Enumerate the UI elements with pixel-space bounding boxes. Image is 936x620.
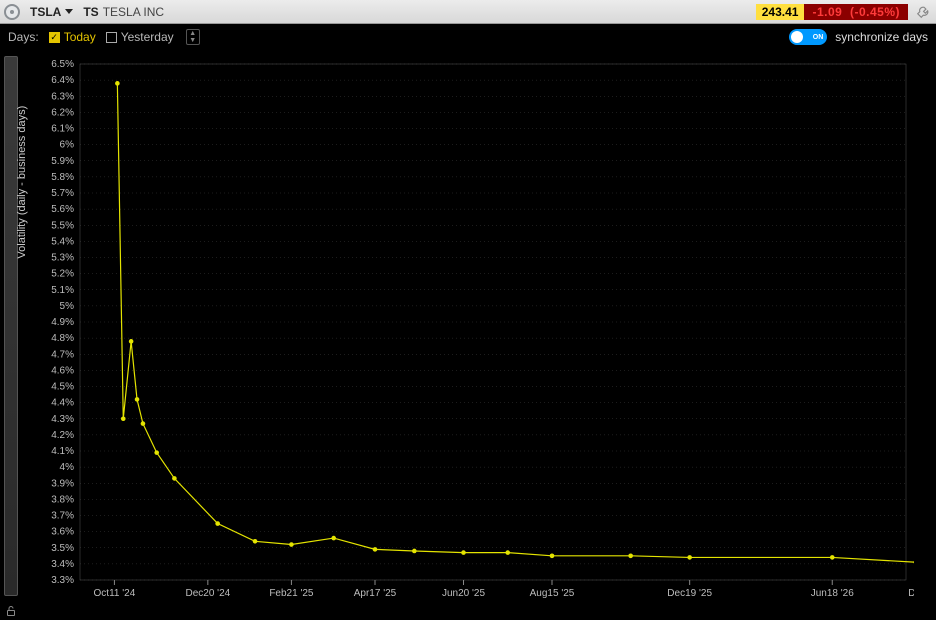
header-bar: TSLA TS TESLA INC 243.41 -1.09 (-0.45%) bbox=[0, 0, 936, 24]
svg-text:Jun20 '25: Jun20 '25 bbox=[442, 588, 485, 599]
today-label: Today bbox=[64, 30, 96, 44]
svg-text:6%: 6% bbox=[60, 140, 75, 151]
company-name: TESLA INC bbox=[103, 5, 164, 19]
svg-text:5%: 5% bbox=[60, 301, 75, 312]
sync-toggle[interactable]: ON bbox=[789, 29, 827, 45]
svg-text:5.3%: 5.3% bbox=[51, 253, 74, 264]
svg-text:Apr17 '25: Apr17 '25 bbox=[354, 588, 397, 599]
price-change: -1.09 (-0.45%) bbox=[804, 4, 908, 20]
price-value: 243.41 bbox=[756, 4, 805, 20]
svg-text:5.8%: 5.8% bbox=[51, 172, 74, 183]
main-area: Volatility (daily - business days) 3.3%3… bbox=[0, 50, 936, 620]
svg-text:4.1%: 4.1% bbox=[51, 446, 74, 457]
svg-text:Oct11 '24: Oct11 '24 bbox=[94, 588, 136, 599]
options-bar: Days: Today Yesterday ▲ ▼ ON synchronize… bbox=[0, 24, 936, 50]
svg-text:5.7%: 5.7% bbox=[51, 188, 74, 199]
svg-text:Feb21 '25: Feb21 '25 bbox=[269, 588, 314, 599]
svg-text:4.3%: 4.3% bbox=[51, 414, 74, 425]
svg-text:Dec20 '24: Dec20 '24 bbox=[185, 588, 230, 599]
svg-text:5.4%: 5.4% bbox=[51, 236, 74, 247]
svg-text:4.5%: 4.5% bbox=[51, 382, 74, 393]
checkbox-yesterday[interactable] bbox=[106, 32, 117, 43]
svg-text:3.8%: 3.8% bbox=[51, 494, 74, 505]
y-axis-label: Volatility (daily - business days) bbox=[16, 106, 28, 259]
svg-text:Dec18 '26: Dec18 '26 bbox=[908, 588, 914, 599]
svg-text:6.2%: 6.2% bbox=[51, 107, 74, 118]
settings-icon[interactable] bbox=[914, 3, 932, 21]
checkbox-today[interactable] bbox=[49, 32, 60, 43]
svg-text:4.2%: 4.2% bbox=[51, 430, 74, 441]
svg-text:5.1%: 5.1% bbox=[51, 285, 74, 296]
ts-badge: TS bbox=[83, 5, 98, 19]
toggle-on-label: ON bbox=[813, 34, 824, 41]
svg-text:Aug15 '25: Aug15 '25 bbox=[530, 588, 575, 599]
change-pct: (-0.45%) bbox=[850, 5, 900, 19]
days-spinner[interactable]: ▲ ▼ bbox=[186, 29, 200, 45]
chevron-down-icon bbox=[65, 9, 73, 14]
svg-text:5.6%: 5.6% bbox=[51, 204, 74, 215]
svg-text:6.4%: 6.4% bbox=[51, 75, 74, 86]
svg-text:5.5%: 5.5% bbox=[51, 220, 74, 231]
svg-text:3.9%: 3.9% bbox=[51, 478, 74, 489]
lock-icon[interactable] bbox=[0, 602, 22, 620]
svg-text:6.1%: 6.1% bbox=[51, 124, 74, 135]
svg-text:4%: 4% bbox=[60, 462, 75, 473]
svg-text:3.3%: 3.3% bbox=[51, 575, 74, 586]
svg-text:5.9%: 5.9% bbox=[51, 156, 74, 167]
option-today[interactable]: Today bbox=[49, 30, 96, 44]
svg-text:4.8%: 4.8% bbox=[51, 333, 74, 344]
change-abs: -1.09 bbox=[812, 5, 842, 19]
svg-text:4.7%: 4.7% bbox=[51, 349, 74, 360]
toggle-knob bbox=[791, 31, 803, 43]
svg-text:Dec19 '25: Dec19 '25 bbox=[667, 588, 712, 599]
chart-container: Volatility (daily - business days) 3.3%3… bbox=[22, 50, 936, 620]
yesterday-label: Yesterday bbox=[121, 30, 174, 44]
svg-text:4.4%: 4.4% bbox=[51, 398, 74, 409]
ticker-symbol: TSLA bbox=[30, 5, 61, 19]
spinner-down-icon[interactable]: ▼ bbox=[187, 37, 199, 44]
ticker-selector[interactable]: TSLA bbox=[24, 5, 79, 19]
days-label: Days: bbox=[8, 30, 39, 44]
svg-text:3.5%: 3.5% bbox=[51, 543, 74, 554]
svg-text:5.2%: 5.2% bbox=[51, 269, 74, 280]
sync-label: synchronize days bbox=[835, 30, 928, 44]
svg-text:6.3%: 6.3% bbox=[51, 91, 74, 102]
svg-text:4.6%: 4.6% bbox=[51, 365, 74, 376]
svg-text:3.7%: 3.7% bbox=[51, 511, 74, 522]
volatility-chart[interactable]: 3.3% 3.4% 3.5% 3.6% 3.7% 3.8% 3.9% 4% 4.1% 4.2% 4.… bbox=[22, 58, 914, 606]
spinner-up-icon[interactable]: ▲ bbox=[187, 30, 199, 37]
svg-text:4.9%: 4.9% bbox=[51, 317, 74, 328]
target-icon[interactable] bbox=[4, 4, 20, 20]
svg-text:Jun18 '26: Jun18 '26 bbox=[811, 588, 854, 599]
svg-text:6.5%: 6.5% bbox=[51, 59, 74, 70]
svg-text:3.4%: 3.4% bbox=[51, 559, 74, 570]
option-yesterday[interactable]: Yesterday bbox=[106, 30, 174, 44]
svg-text:3.6%: 3.6% bbox=[51, 527, 74, 538]
